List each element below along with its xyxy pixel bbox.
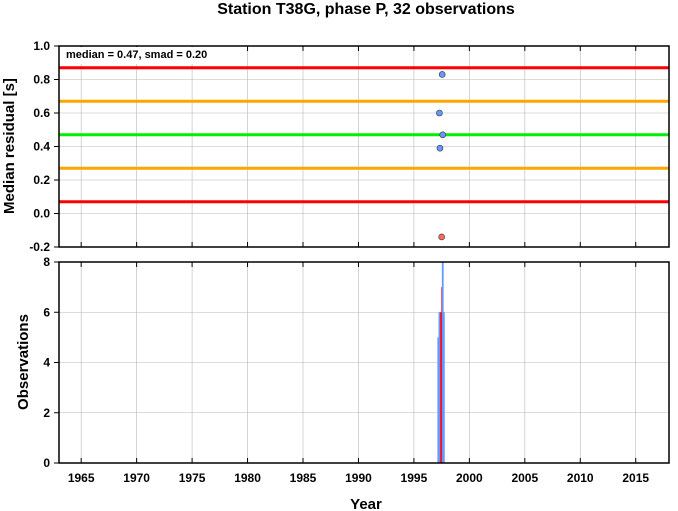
observation-bar — [437, 337, 440, 463]
y-tick-label: 0.8 — [33, 73, 50, 87]
residual-point — [436, 144, 444, 152]
observation-bar — [438, 312, 441, 463]
y-tick-label: 0.6 — [33, 106, 50, 120]
x-tick-label: 1975 — [179, 471, 206, 485]
observations-grid — [59, 261, 669, 464]
x-tick-label: 2005 — [511, 471, 538, 485]
observation-bars — [437, 262, 445, 463]
y-tick-label: 2 — [43, 406, 50, 420]
annotation-box — [61, 47, 233, 64]
year-x-ticks: 1965 1970 1975 1980 1985 1990 1995 2000 2005 2010… — [68, 458, 649, 485]
x-tick-label: 2010 — [567, 471, 594, 485]
x-tick-label: 2000 — [456, 471, 483, 485]
y-tick-label: 0.0 — [33, 207, 50, 221]
x-tick-label: 1970 — [123, 471, 150, 485]
observation-bar — [441, 262, 444, 463]
y-tick-label: 0 — [43, 456, 50, 470]
x-axis-label: Year — [350, 496, 382, 511]
residual-point — [439, 131, 447, 139]
residual-point — [438, 71, 446, 78]
y-tick-label: 4 — [43, 356, 50, 370]
observation-bar — [442, 312, 445, 463]
residual-grid — [59, 45, 669, 248]
annotation-text: median = 0.47, smad = 0.20 — [66, 49, 207, 61]
y-tick-label: -0.2 — [29, 240, 50, 254]
x-tick-label: 1990 — [345, 471, 372, 485]
y-tick-label: 1.0 — [33, 39, 50, 53]
observations-y-ticks: 0 2 4 6 8 — [43, 255, 637, 470]
y-tick-label: 6 — [43, 305, 50, 319]
x-tick-label: 1980 — [234, 471, 261, 485]
chart-title: Station T38G, phase P, 32 observations — [217, 1, 515, 18]
residual-y-ticks: -0.2 0.0 0.2 0.4 0.6 0.8 1.0 — [29, 39, 637, 254]
reference-lines — [59, 66, 669, 204]
x-tick-label: 1965 — [68, 471, 95, 485]
residual-point — [436, 109, 443, 117]
observations-y-axis-label: Observations — [15, 314, 32, 410]
residual-points — [436, 71, 447, 241]
x-tick-label: 2015 — [622, 471, 649, 485]
y-tick-label: 0.4 — [33, 140, 50, 154]
observation-bar — [440, 312, 442, 463]
y-tick-label: 8 — [43, 255, 50, 269]
residual-point — [438, 233, 445, 241]
residual-y-axis-label: Median residual [s] — [1, 78, 18, 214]
x-tick-label: 1995 — [401, 471, 428, 485]
x-tick-label: 1985 — [290, 471, 317, 485]
y-tick-label: 0.2 — [33, 173, 50, 187]
